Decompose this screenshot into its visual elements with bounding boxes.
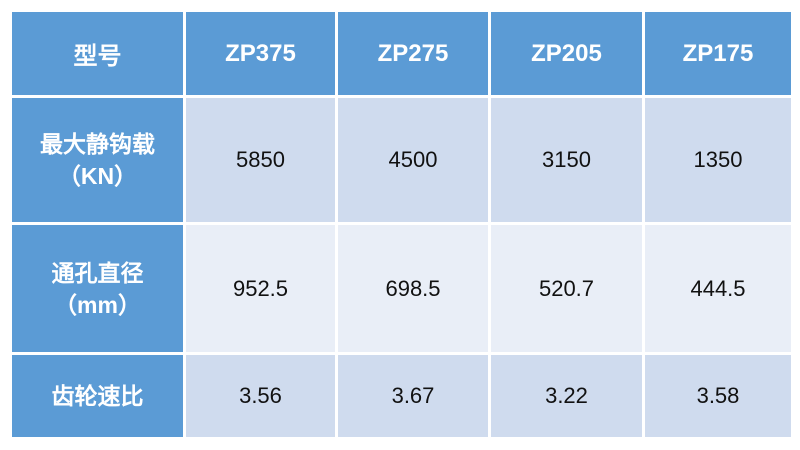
header-cell: ZP205 xyxy=(488,9,645,98)
value-cell: 698.5 xyxy=(335,222,491,355)
data-row: 最大静钩载 （KN） 5850 4500 3150 1350 xyxy=(9,95,794,225)
row-label: 最大静钩载 （KN） xyxy=(9,95,186,225)
row-label-line: （mm） xyxy=(54,291,141,318)
row-label: 齿轮速比 xyxy=(9,352,186,440)
value-cell: 4500 xyxy=(335,95,491,225)
row-label-line: 齿轮速比 xyxy=(51,383,144,409)
data-row: 通孔直径 （mm） 952.5 698.5 520.7 444.5 xyxy=(9,222,794,355)
header-cell: ZP175 xyxy=(642,9,794,98)
header-row: 型号 ZP375 ZP275 ZP205 ZP175 xyxy=(9,9,794,98)
spec-table: 型号 ZP375 ZP275 ZP205 ZP175 最大静钩载 （KN） 5850 4500 3… xyxy=(9,9,794,440)
value-cell: 3.58 xyxy=(642,352,794,440)
row-label-line: （KN） xyxy=(57,163,138,189)
value-cell: 3.56 xyxy=(183,352,338,440)
header-cell: 型号 xyxy=(9,9,186,98)
value-cell: 952.5 xyxy=(183,222,338,355)
row-label-line: 通孔直径 xyxy=(51,259,144,286)
header-cell: ZP275 xyxy=(335,9,491,98)
value-cell: 3.22 xyxy=(488,352,645,440)
value-cell: 5850 xyxy=(183,95,338,225)
value-cell: 3.67 xyxy=(335,352,491,440)
header-cell: ZP375 xyxy=(183,9,338,98)
value-cell: 520.7 xyxy=(488,222,645,355)
row-label: 通孔直径 （mm） xyxy=(9,222,186,355)
table-body: 型号 ZP375 ZP275 ZP205 ZP175 最大静钩载 （KN） 5850 4500 3… xyxy=(9,9,794,440)
row-label-line: 最大静钩载 xyxy=(40,131,155,157)
value-cell: 3150 xyxy=(488,95,645,225)
data-row: 齿轮速比 3.56 3.67 3.22 3.58 xyxy=(9,352,794,440)
value-cell: 1350 xyxy=(642,95,794,225)
value-cell: 444.5 xyxy=(642,222,794,355)
